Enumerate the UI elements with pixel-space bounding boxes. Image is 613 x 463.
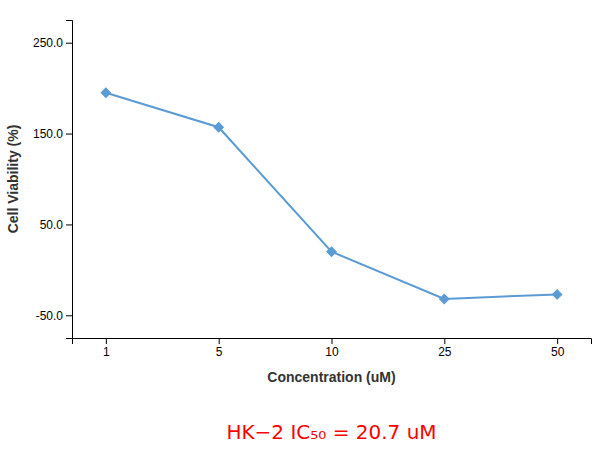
- y-tick-label: 250.0: [33, 36, 63, 50]
- marks: [101, 88, 562, 304]
- x-tick-mark: [332, 338, 333, 344]
- x-tick-mark: [219, 338, 220, 344]
- y-tick-mark: [66, 134, 72, 135]
- y-tick-mark: [66, 43, 72, 44]
- y-tick-label: 50.0: [40, 218, 64, 232]
- marker: [101, 88, 110, 97]
- y-axis-title: Cell Viability (%): [5, 125, 21, 234]
- y-axis: -50.0 50.0 150.0 250.0: [33, 21, 73, 339]
- x-tick: 25: [438, 338, 452, 359]
- plot: 1 5 10 25 50 -50.0 50.0 150.0 250.0: [33, 21, 592, 359]
- x-tick: 50: [551, 338, 565, 359]
- y-tick: 150.0: [33, 127, 72, 141]
- x-tick-mark: [106, 338, 107, 344]
- y-tick-mark: [66, 224, 72, 225]
- marker: [327, 247, 336, 256]
- marker: [552, 290, 561, 299]
- x-axis-title: Concentration (uM): [267, 369, 395, 385]
- line: [106, 93, 557, 299]
- x-tick-label: 25: [438, 345, 452, 359]
- x-tick: 1: [103, 338, 110, 359]
- x-tick: 5: [216, 338, 223, 359]
- y-tick-mark: [66, 315, 72, 316]
- x-tick: 10: [325, 338, 339, 359]
- y-tick: 50.0: [40, 218, 72, 232]
- marker: [214, 122, 223, 131]
- x-tick-mark: [557, 338, 558, 344]
- y-tick-label: 150.0: [33, 127, 63, 141]
- marker: [440, 294, 449, 303]
- y-tick: -50.0: [36, 309, 72, 323]
- x-axis: 1 5 10 25 50: [73, 338, 592, 359]
- annotation: HK−2 IC₅₀ = 20.7 uM: [226, 420, 436, 444]
- x-tick-label: 50: [551, 345, 565, 359]
- chart: 1 5 10 25 50 -50.0 50.0 150.0 250.0 Concentration…: [0, 0, 613, 463]
- x-tick-label: 10: [325, 345, 339, 359]
- x-axis-line: [73, 339, 592, 345]
- x-tick-label: 5: [216, 345, 223, 359]
- y-tick-label: -50.0: [36, 309, 64, 323]
- y-axis-line: [66, 21, 73, 339]
- y-tick: 250.0: [33, 36, 72, 50]
- x-tick-mark: [444, 338, 445, 344]
- x-tick-label: 1: [103, 345, 110, 359]
